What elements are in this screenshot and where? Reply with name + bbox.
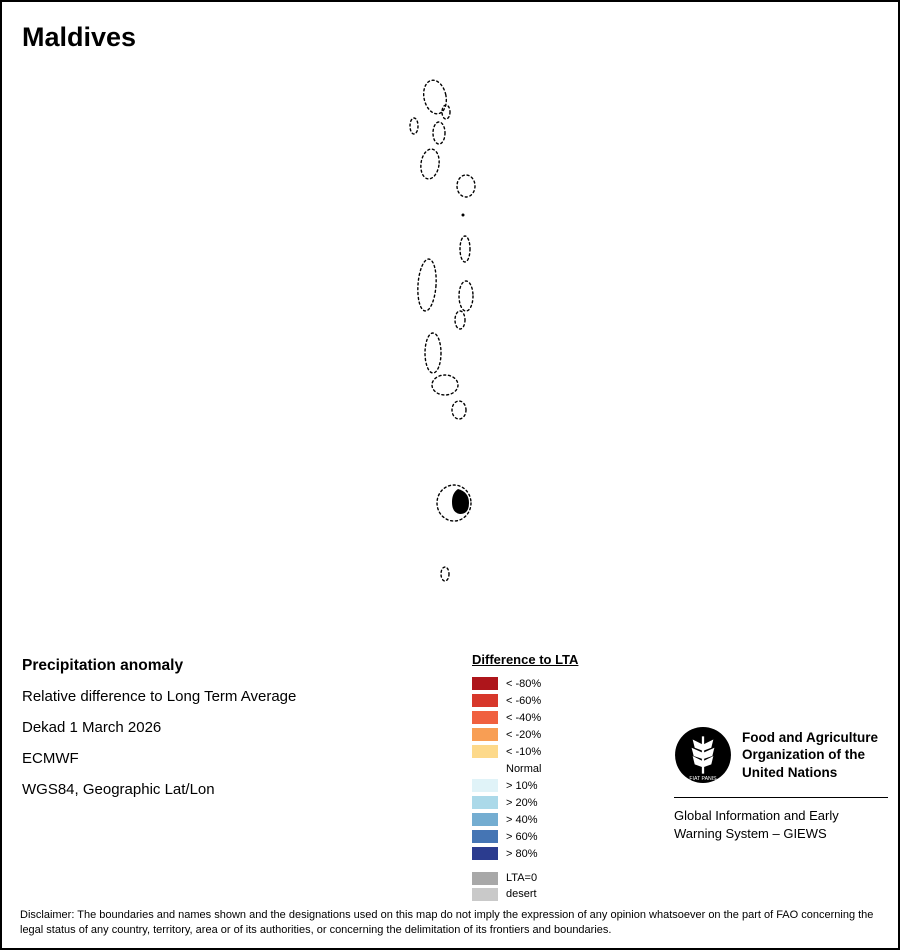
legend-title: Difference to LTA bbox=[472, 652, 579, 667]
fao-block: FIAT PANIS Food and Agriculture Organiza… bbox=[674, 726, 888, 842]
fao-divider bbox=[674, 797, 888, 798]
legend-label: > 80% bbox=[506, 847, 538, 860]
legend-swatch bbox=[472, 830, 498, 843]
product-name: Precipitation anomaly bbox=[22, 657, 184, 674]
legend-row: Normal bbox=[472, 760, 578, 777]
data-source: ECMWF bbox=[22, 750, 79, 767]
maldives-map bbox=[409, 79, 476, 582]
legend-label: desert bbox=[506, 888, 537, 900]
legend-row: < -20% bbox=[472, 726, 578, 743]
island-outlines bbox=[409, 79, 476, 582]
legend-swatch bbox=[472, 779, 498, 792]
legend-label: > 60% bbox=[506, 830, 538, 843]
legend-label: LTA=0 bbox=[506, 872, 538, 884]
legend-row: desert bbox=[472, 886, 578, 902]
legend-row: > 80% bbox=[472, 845, 578, 862]
legend-swatch bbox=[472, 887, 498, 901]
legend-row: LTA=0 bbox=[472, 870, 578, 886]
legend-label: Normal bbox=[506, 762, 542, 775]
fao-logo-icon: FIAT PANIS bbox=[675, 727, 731, 783]
fao-org-name: Food and Agriculture Organization of the… bbox=[742, 729, 878, 780]
disclaimer-text: Disclaimer: The boundaries and names sho… bbox=[20, 909, 874, 936]
legend-swatch bbox=[472, 762, 498, 775]
legend-label: < -80% bbox=[506, 677, 542, 690]
legend-row: > 60% bbox=[472, 828, 578, 845]
legend-extra-items: LTA=0 desert bbox=[472, 870, 578, 902]
legend-label: > 10% bbox=[506, 779, 538, 792]
page-title: Maldives bbox=[22, 22, 137, 52]
legend-row: < -40% bbox=[472, 709, 578, 726]
legend-label: < -10% bbox=[506, 745, 542, 758]
legend-row: > 20% bbox=[472, 794, 578, 811]
legend-items: < -80% < -60% < -40% < -20% bbox=[472, 675, 578, 862]
legend-row: > 40% bbox=[472, 811, 578, 828]
legend-swatch bbox=[472, 677, 498, 690]
legend-label: < -40% bbox=[506, 711, 542, 724]
legend-swatch bbox=[472, 745, 498, 758]
fao-logo-motto: FIAT PANIS bbox=[689, 776, 717, 782]
dekad-date: Dekad 1 March 2026 bbox=[22, 719, 162, 736]
legend-swatch bbox=[472, 796, 498, 809]
legend-swatch bbox=[472, 847, 498, 860]
legend-swatch bbox=[472, 813, 498, 826]
legend-row: < -80% bbox=[472, 675, 578, 692]
legend-label: > 40% bbox=[506, 813, 538, 826]
legend-label: < -20% bbox=[506, 728, 542, 741]
legend-row: > 10% bbox=[472, 777, 578, 794]
legend-swatch bbox=[472, 711, 498, 724]
legend-swatch bbox=[472, 728, 498, 741]
legend-row: < -60% bbox=[472, 692, 578, 709]
giews-label: Global Information and Early Warning Sys… bbox=[674, 808, 839, 841]
fao-logo-row: FIAT PANIS Food and Agriculture Organiza… bbox=[674, 726, 888, 784]
map-info-block: Precipitation anomaly Relative differenc… bbox=[22, 657, 296, 812]
product-description: Relative difference to Long Term Average bbox=[22, 688, 297, 705]
legend-label: > 20% bbox=[506, 796, 538, 809]
legend-swatch bbox=[472, 694, 498, 707]
legend-label: < -60% bbox=[506, 694, 542, 707]
legend: Difference to LTA < -80% < -60% < -40% bbox=[472, 652, 578, 902]
projection: WGS84, Geographic Lat/Lon bbox=[22, 781, 215, 798]
legend-row: < -10% bbox=[472, 743, 578, 760]
legend-swatch bbox=[472, 871, 498, 885]
